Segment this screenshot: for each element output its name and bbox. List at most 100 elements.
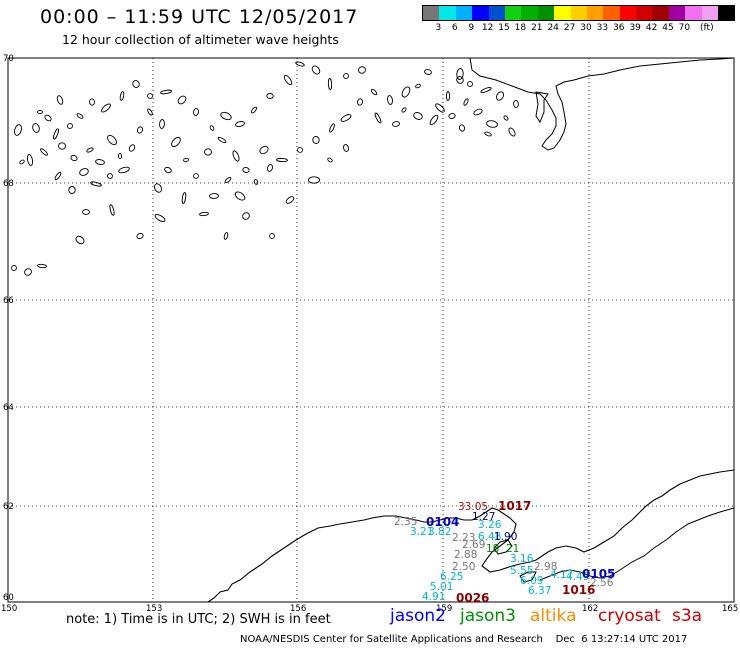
lake-outline bbox=[204, 148, 212, 156]
legend-label: 39 bbox=[629, 23, 641, 33]
map-title: 00:00 – 11:59 UTC 12/05/2017 bbox=[40, 6, 359, 28]
legend-unit: (ft) bbox=[700, 23, 714, 33]
lake-outline bbox=[136, 232, 144, 240]
legend-label: 33 bbox=[596, 23, 609, 33]
satellite-s3a: s3a bbox=[672, 606, 703, 626]
lake-outline bbox=[147, 93, 153, 99]
lake-outline bbox=[56, 95, 64, 105]
lake-outline bbox=[340, 114, 352, 122]
lake-outline bbox=[401, 107, 407, 113]
lon-label-159: 159 bbox=[436, 604, 452, 614]
wave-height-sample: 6.37 bbox=[528, 585, 551, 597]
lake-outline bbox=[456, 76, 464, 84]
lake-outline bbox=[19, 159, 25, 165]
lake-outline bbox=[467, 81, 473, 87]
legend-swatch bbox=[488, 6, 505, 20]
legend-label: 15 bbox=[498, 23, 510, 33]
lon-label-156: 156 bbox=[290, 604, 306, 614]
lake-outline bbox=[24, 268, 32, 276]
lake-outline bbox=[295, 61, 305, 67]
lake-outline bbox=[266, 93, 274, 99]
legend-swatch bbox=[570, 6, 587, 20]
lake-outline bbox=[37, 263, 47, 269]
legend-swatches bbox=[422, 5, 736, 21]
lake-outline bbox=[37, 109, 43, 115]
altimeter-samples: 33.051.27 2.353.213.82 3.262.23 6.481.90 2.6… bbox=[394, 501, 614, 603]
lake-outline bbox=[181, 192, 187, 204]
legend-label: 36 bbox=[613, 23, 625, 33]
legend-swatch bbox=[586, 6, 604, 20]
wave-height-sample: 1.27 bbox=[472, 511, 495, 523]
lake-outline bbox=[495, 91, 505, 101]
lake-outline bbox=[217, 136, 227, 144]
legend-label: 18 bbox=[514, 23, 527, 33]
lake-outline bbox=[171, 136, 181, 148]
lon-label-165: 165 bbox=[722, 604, 738, 614]
lake-outline bbox=[177, 95, 187, 105]
pass-label: 0104 bbox=[426, 515, 459, 529]
lake-outline bbox=[209, 193, 219, 199]
legend-label: 45 bbox=[662, 23, 674, 33]
lake-outline bbox=[387, 95, 393, 105]
satellite-altika: altika bbox=[530, 606, 577, 626]
lake-outline bbox=[128, 144, 136, 152]
legend-swatch bbox=[537, 6, 555, 20]
lake-outline bbox=[312, 136, 320, 144]
legend-swatch bbox=[521, 6, 538, 20]
lake-outline bbox=[89, 98, 95, 106]
lake-outline bbox=[484, 131, 492, 137]
satellite-jason3: jason3 bbox=[460, 606, 516, 626]
wave-height-sample: 2.88 bbox=[454, 549, 477, 561]
wave-height-sample: 2.23 bbox=[452, 532, 475, 544]
pass-label: 0105 bbox=[582, 567, 615, 581]
lake-outline bbox=[159, 119, 165, 129]
lake-outline bbox=[242, 167, 250, 173]
lake-outline bbox=[513, 100, 519, 108]
graticule bbox=[8, 58, 734, 602]
wave-height-sample: 3.16 bbox=[510, 553, 534, 565]
lake-outline bbox=[193, 173, 199, 179]
legend-label: 27 bbox=[563, 23, 576, 33]
lake-outline bbox=[76, 113, 84, 119]
lake-outline bbox=[424, 69, 432, 75]
legend-swatch bbox=[603, 6, 620, 20]
lake-outline bbox=[54, 171, 62, 181]
wave-height-sample: 2.35 bbox=[394, 516, 417, 528]
lake-outline bbox=[448, 113, 456, 119]
pass-label: 0026 bbox=[456, 591, 489, 605]
lake-outline bbox=[401, 86, 411, 98]
wave-height-sample: 2.50 bbox=[452, 561, 475, 573]
lake-outline bbox=[223, 232, 229, 240]
island-outline-2 bbox=[519, 571, 537, 583]
wave-height-sample: 6.48 bbox=[478, 531, 501, 543]
legend-swatch bbox=[685, 6, 702, 20]
legend-swatch bbox=[439, 6, 456, 20]
lake-outline bbox=[374, 112, 382, 124]
lat-label-66: 66 bbox=[3, 296, 14, 306]
legend-swatch bbox=[636, 6, 653, 20]
wave-height-sample: 21 bbox=[506, 543, 519, 555]
lake-outline bbox=[327, 78, 333, 90]
lake-outline bbox=[435, 103, 445, 113]
lake-outline bbox=[343, 73, 349, 79]
color-legend: 3 6 9 12 15 18 21 24 27 30 33 36 39 42 45 70 (ft) bbox=[422, 5, 736, 35]
lake-outline bbox=[109, 204, 115, 216]
legend-label: 9 bbox=[468, 23, 475, 33]
legend-swatch bbox=[423, 6, 440, 20]
lake-outline bbox=[68, 186, 76, 194]
lake-outline bbox=[32, 123, 40, 133]
wave-height-sample: 2.69 bbox=[462, 539, 485, 551]
lake-outline bbox=[107, 134, 117, 146]
lake-outline bbox=[224, 177, 232, 183]
lake-outline bbox=[193, 108, 199, 116]
legend-swatch bbox=[554, 6, 571, 20]
wave-height-sample: 2.56 bbox=[590, 577, 614, 589]
lake-outline bbox=[164, 166, 172, 174]
lake-outline bbox=[259, 145, 269, 155]
longitude-labels: 150 153 156 159 162 165 bbox=[1, 604, 738, 614]
lake-outline bbox=[308, 176, 320, 184]
wave-height-sample: 4.49 bbox=[566, 571, 589, 583]
lake-outline bbox=[392, 121, 400, 127]
lake-outline bbox=[220, 111, 232, 121]
legend-label: 3 bbox=[435, 23, 442, 33]
